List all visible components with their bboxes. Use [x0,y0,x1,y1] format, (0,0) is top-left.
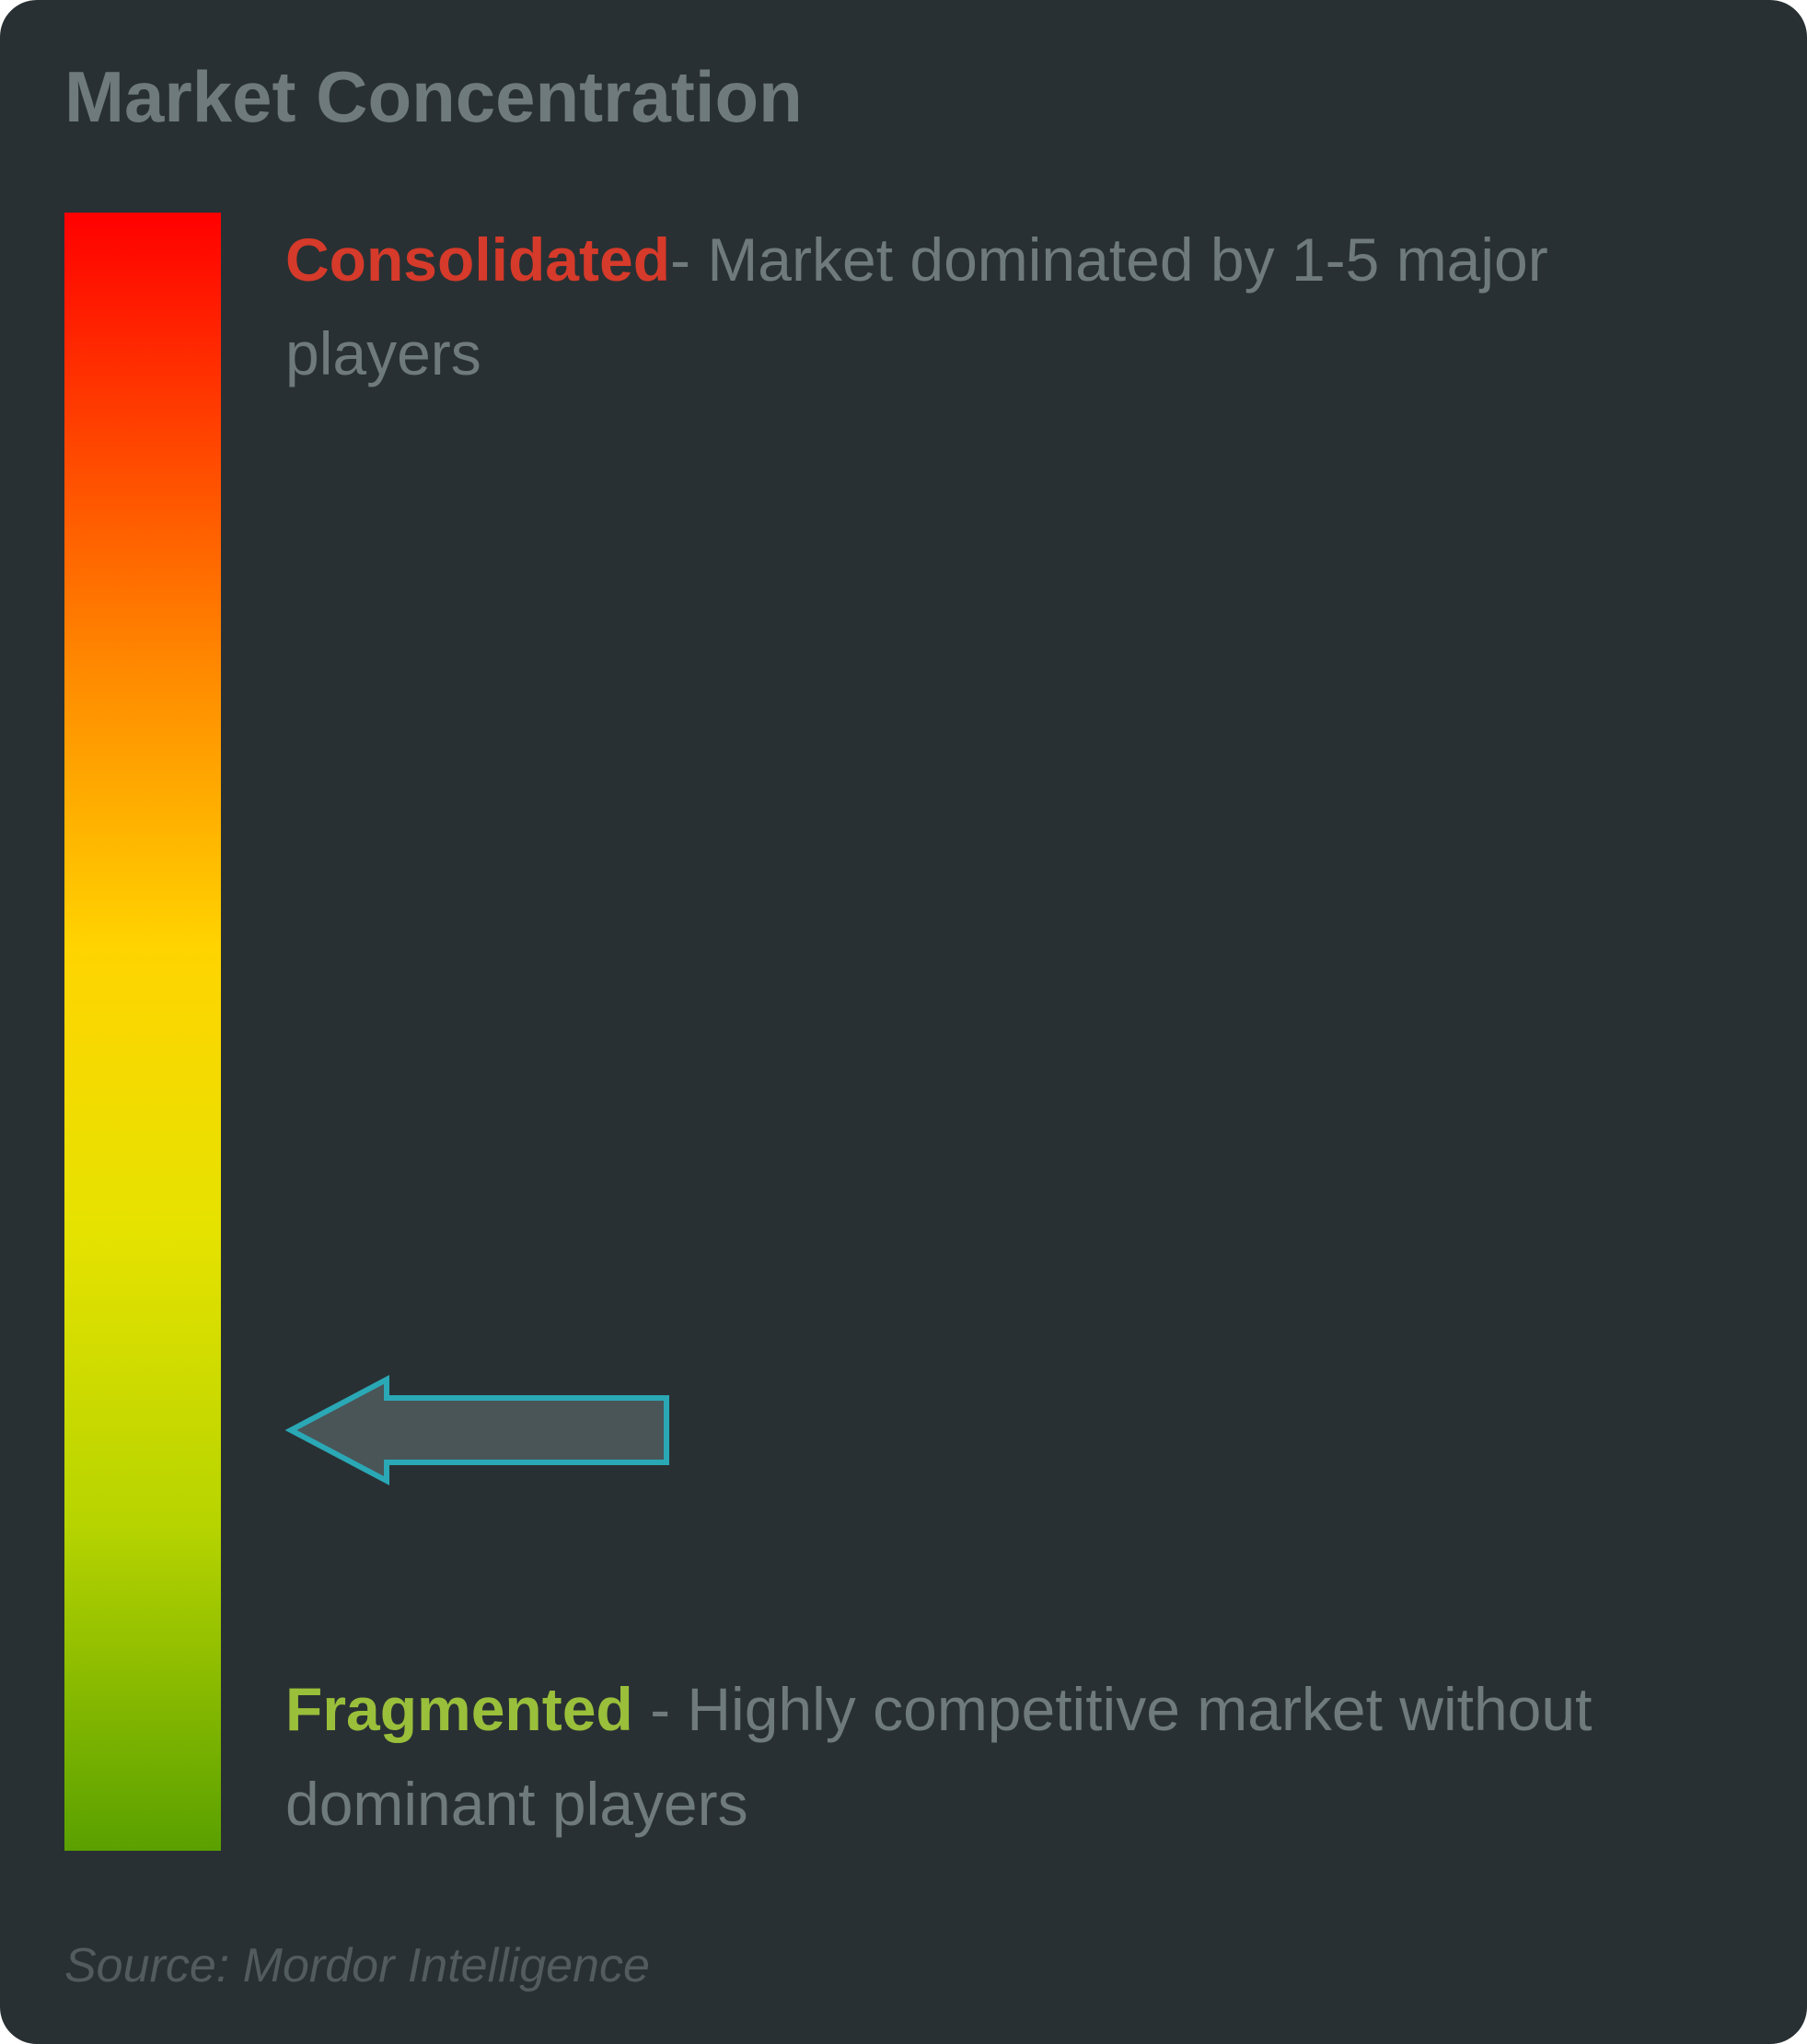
arrow-left-icon [285,1374,672,1486]
indicator-arrow [285,1374,672,1486]
consolidated-term: Consolidated [285,225,670,294]
source-value: Mordor Intelligence [243,1939,650,1992]
source-line: Source: Mordor Intelligence [64,1938,650,1993]
chart-title: Market Concentration [64,55,1743,139]
consolidated-label: Consolidated- Market dominated by 1-5 ma… [285,213,1706,401]
concentration-gradient-bar [64,213,221,1851]
fragmented-label: Fragmented - Highly competitive market w… [285,1662,1706,1851]
labels-column: Consolidated- Market dominated by 1-5 ma… [285,213,1743,1851]
fragmented-term: Fragmented [285,1675,633,1743]
chart-body: Consolidated- Market dominated by 1-5 ma… [64,213,1743,1851]
market-concentration-card: Market Concentration Consolidated- Marke… [0,0,1807,2044]
source-label: Source: [64,1939,229,1992]
